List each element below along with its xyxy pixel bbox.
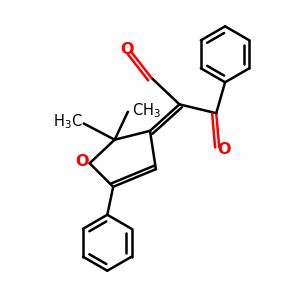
Text: O: O — [121, 42, 134, 57]
Text: H$_3$C: H$_3$C — [53, 113, 82, 131]
Text: O: O — [76, 154, 89, 169]
Text: O: O — [217, 142, 230, 157]
Text: CH$_3$: CH$_3$ — [132, 101, 161, 120]
